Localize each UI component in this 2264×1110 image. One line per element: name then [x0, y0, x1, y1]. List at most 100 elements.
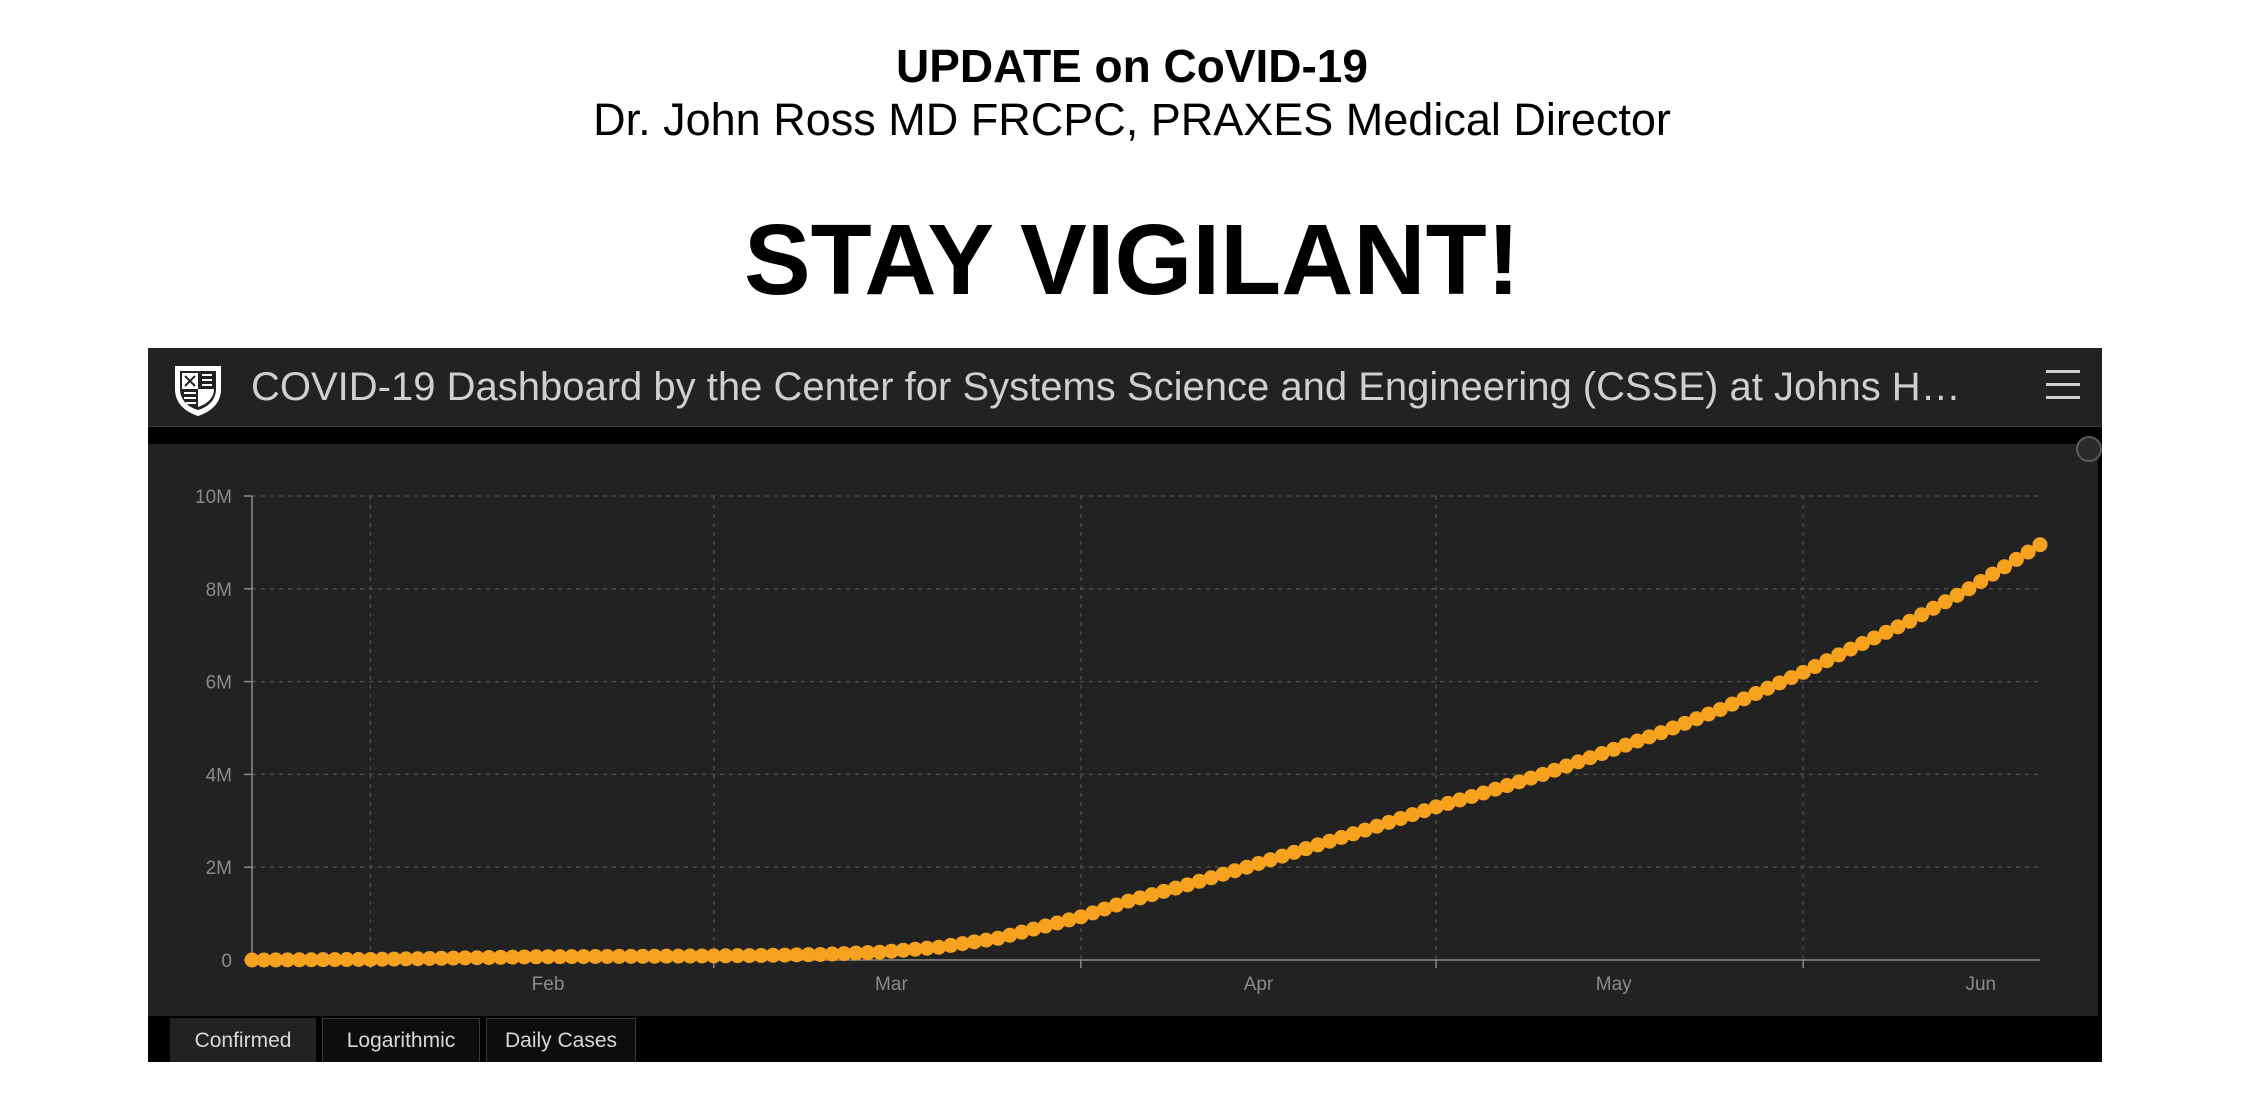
y-tick-label: 4M [206, 765, 232, 786]
dashboard-header: COVID-19 Dashboard by the Center for Sys… [148, 348, 2102, 427]
data-point [315, 952, 331, 968]
data-point [493, 949, 509, 965]
data-point [1724, 696, 1740, 712]
expand-icon[interactable] [2076, 436, 2102, 462]
data-point [694, 948, 710, 964]
data-point [1902, 613, 1918, 629]
data-point [1345, 826, 1361, 842]
data-point [552, 949, 568, 965]
data-point [1132, 890, 1148, 906]
data-point [729, 948, 745, 964]
data-point [718, 948, 734, 964]
data-point [1168, 880, 1184, 896]
data-point [1440, 795, 1456, 811]
page-title: UPDATE on CoVID-19 [896, 40, 1368, 92]
data-point [1179, 877, 1195, 893]
data-point [1854, 636, 1870, 652]
x-tick-label: Feb [532, 974, 565, 995]
data-point [1807, 659, 1823, 675]
data-point [374, 951, 390, 967]
data-point [1831, 647, 1847, 663]
data-point [1511, 774, 1527, 790]
data-point [2032, 537, 2048, 553]
data-point [1771, 675, 1787, 691]
data-point [1215, 866, 1231, 882]
y-tick-label: 6M [206, 673, 232, 694]
tab-daily-cases[interactable]: Daily Cases [486, 1018, 636, 1062]
data-point [872, 944, 888, 960]
confirmed-cases-chart: 0 2M 4M 6M 8M 10M Feb Mar Apr May Jun [148, 444, 2098, 1016]
data-point [1203, 870, 1219, 886]
data-point [1049, 915, 1065, 931]
dashboard-title: COVID-19 Dashboard by the Center for Sys… [251, 365, 1961, 409]
data-point [1097, 901, 1113, 917]
data-point [919, 940, 935, 956]
data-point [540, 949, 556, 965]
data-point [1985, 566, 2001, 582]
tab-confirmed[interactable]: Confirmed [170, 1018, 316, 1062]
data-point [516, 949, 532, 965]
data-point [1890, 619, 1906, 635]
data-point [505, 949, 521, 965]
data-point [1310, 837, 1326, 853]
data-point [753, 947, 769, 963]
tab-logarithmic[interactable]: Logarithmic [322, 1018, 480, 1062]
data-point [966, 934, 982, 950]
data-point [1262, 852, 1278, 868]
data-point [1677, 715, 1693, 731]
data-point [1937, 594, 1953, 610]
data-point [848, 945, 864, 961]
data-point [1558, 758, 1574, 774]
x-tick-label: Mar [875, 974, 908, 995]
data-point [1073, 909, 1089, 925]
data-point [1961, 581, 1977, 597]
data-point [954, 936, 970, 952]
data-point [433, 950, 449, 966]
data-point [1819, 653, 1835, 669]
data-point [1547, 762, 1563, 778]
data-point [1582, 750, 1598, 766]
data-point [801, 947, 817, 963]
hamburger-menu-icon[interactable] [2046, 370, 2080, 404]
data-point [1499, 778, 1515, 794]
data-point [1570, 754, 1586, 770]
data-point [1357, 822, 1373, 838]
data-point [1369, 818, 1385, 834]
data-point [1322, 833, 1338, 849]
data-point [1037, 918, 1053, 934]
data-point [1949, 587, 1965, 603]
data-point [1404, 807, 1420, 823]
chart-svg: 0 2M 4M 6M 8M 10M Feb Mar Apr May Jun [195, 487, 2048, 995]
data-point [765, 947, 781, 963]
data-point [883, 943, 899, 959]
data-point [351, 951, 367, 967]
data-point [256, 952, 272, 968]
data-point [362, 951, 378, 967]
data-point [1464, 788, 1480, 804]
data-point [1475, 785, 1491, 801]
chart-grid [252, 495, 2040, 960]
data-point [1843, 641, 1859, 657]
data-point [1523, 770, 1539, 786]
data-point [1428, 799, 1444, 815]
data-point [1393, 810, 1409, 826]
data-point [1002, 927, 1018, 943]
data-point [268, 952, 284, 968]
data-point [1191, 873, 1207, 889]
data-point [623, 948, 639, 964]
data-point [1085, 905, 1101, 921]
data-point [1689, 711, 1705, 727]
data-point [1700, 706, 1716, 722]
data-point [469, 950, 485, 966]
dashboard-panel: COVID-19 Dashboard by the Center for Sys… [148, 348, 2102, 1062]
data-point [1535, 766, 1551, 782]
data-point [670, 948, 686, 964]
data-point [777, 947, 793, 963]
data-point [1120, 893, 1136, 909]
chart-series [244, 537, 2048, 968]
data-point [1014, 924, 1030, 940]
data-point [682, 948, 698, 964]
data-point [291, 952, 307, 968]
data-point [280, 952, 296, 968]
data-point [1629, 733, 1645, 749]
